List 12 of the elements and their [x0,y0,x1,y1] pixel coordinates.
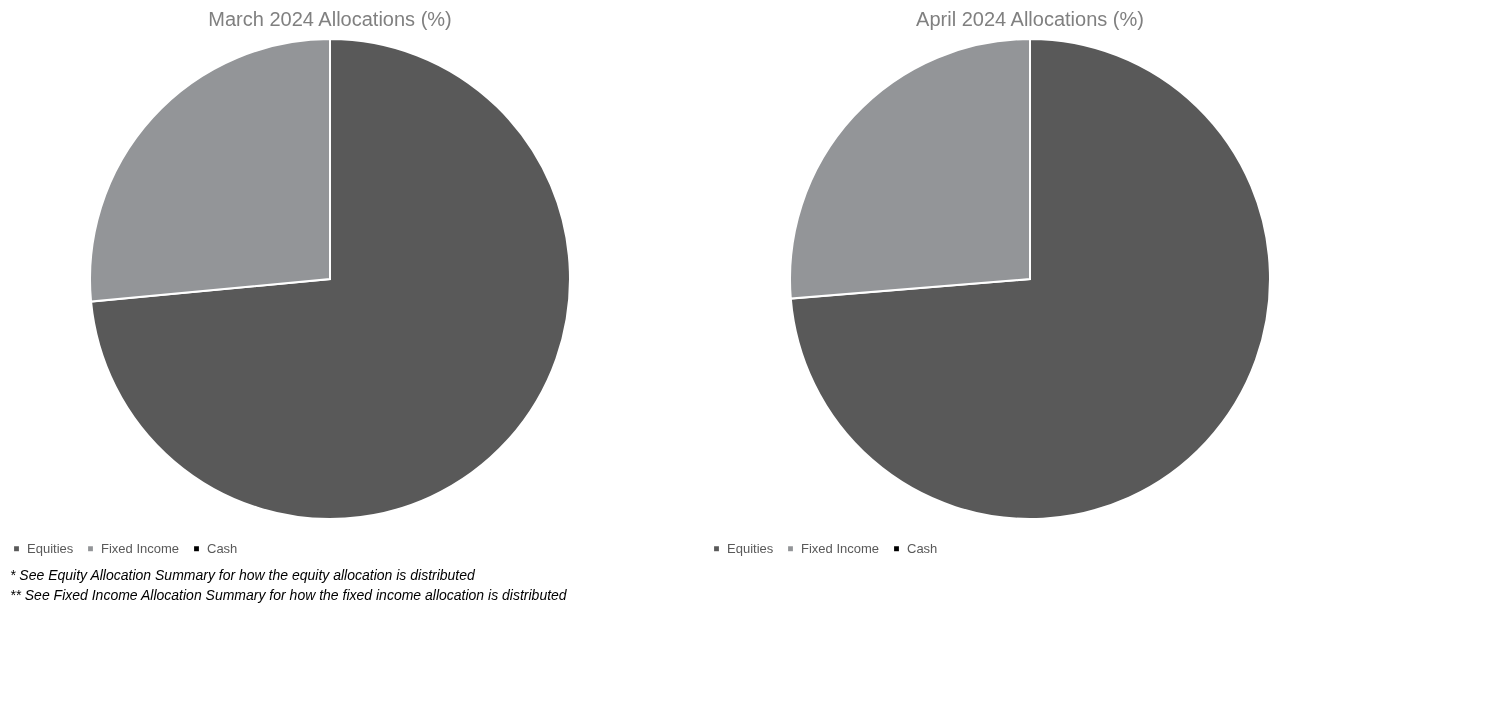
pie-slice [789,38,1271,520]
text: * See Equity Allocation Summary for how the equity allocation is distributed [10,567,477,583]
legend-label: Cash [907,540,938,556]
legend-label: Equities [727,540,774,556]
legend-label: Fixed Income [801,540,880,556]
chart-title: March 2024 Allocations (%) [208,8,452,30]
pie-slice [90,38,571,520]
text: ** See Fixed Income Allocation Summary for how the fixed income allocation is distributed [10,587,568,603]
legend-label: Cash [207,540,238,556]
chart-title: April 2024 Allocations (%) [916,8,1144,30]
legend-label: Equities [27,540,74,556]
legend-label: Fixed Income [101,540,180,556]
